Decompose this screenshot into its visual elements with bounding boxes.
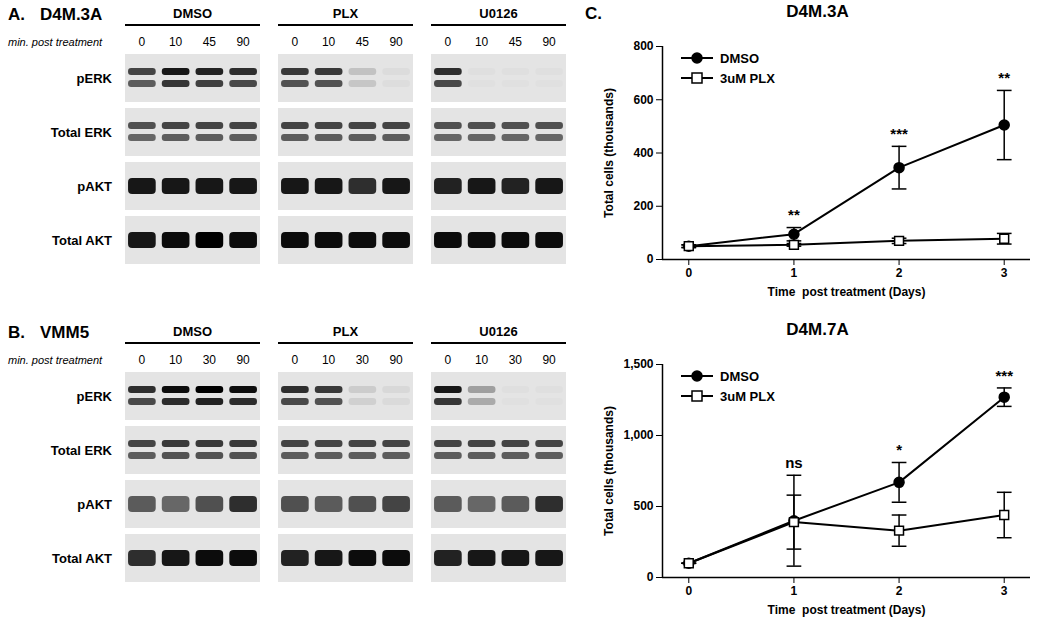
svg-text:0: 0 bbox=[292, 353, 299, 367]
svg-text:90: 90 bbox=[236, 35, 250, 49]
html-text:3uM PLX: 3uM PLX bbox=[720, 388, 775, 404]
svg-text:0: 0 bbox=[685, 266, 692, 280]
svg-text:Total ERK: Total ERK bbox=[51, 443, 113, 458]
svg-text:1: 1 bbox=[791, 584, 798, 598]
svg-text:30: 30 bbox=[509, 353, 523, 367]
svg-text:D4M.3A: D4M.3A bbox=[40, 5, 102, 24]
svg-text:90: 90 bbox=[389, 35, 403, 49]
svg-text:**: ** bbox=[788, 206, 800, 223]
svg-text:90: 90 bbox=[542, 353, 556, 367]
svg-text:0: 0 bbox=[647, 252, 654, 266]
html-text:D4M.3A: D4M.3A bbox=[786, 2, 849, 21]
svg-text:pAKT: pAKT bbox=[77, 179, 112, 194]
svg-text:3: 3 bbox=[1001, 584, 1008, 598]
svg-text:Total cells (thousands): Total cells (thousands) bbox=[602, 406, 616, 536]
html-text:D4M.7A: D4M.7A bbox=[786, 320, 849, 339]
svg-text:45: 45 bbox=[356, 35, 370, 49]
svg-text:90: 90 bbox=[236, 353, 250, 367]
svg-text:VMM5: VMM5 bbox=[40, 323, 89, 342]
svg-text:U0126: U0126 bbox=[479, 6, 517, 21]
svg-text:0: 0 bbox=[139, 353, 146, 367]
svg-text:Total ERK: Total ERK bbox=[51, 125, 113, 140]
svg-text:**: ** bbox=[998, 69, 1010, 86]
svg-text:200: 200 bbox=[633, 199, 653, 213]
svg-text:Total cells (thousands): Total cells (thousands) bbox=[602, 88, 616, 218]
svg-text:A.: A. bbox=[8, 5, 25, 24]
svg-text:pERK: pERK bbox=[77, 389, 113, 404]
svg-text:pAKT: pAKT bbox=[77, 497, 112, 512]
svg-text:PLX: PLX bbox=[333, 324, 359, 339]
svg-text:0: 0 bbox=[445, 353, 452, 367]
svg-text:***: *** bbox=[995, 367, 1013, 384]
svg-text:Time post treatment (Days): Time post treatment (Days) bbox=[768, 603, 926, 617]
html-text:DMSO: DMSO bbox=[720, 50, 759, 66]
svg-text:1: 1 bbox=[791, 266, 798, 280]
svg-text:***: *** bbox=[890, 125, 908, 142]
svg-text:B.: B. bbox=[8, 323, 25, 342]
svg-text:0: 0 bbox=[685, 584, 692, 598]
svg-text:0: 0 bbox=[292, 35, 299, 49]
svg-text:PLX: PLX bbox=[333, 6, 359, 21]
svg-text:10: 10 bbox=[169, 35, 183, 49]
svg-text:U0126: U0126 bbox=[479, 324, 517, 339]
svg-text:10: 10 bbox=[322, 35, 336, 49]
svg-text:500: 500 bbox=[633, 499, 653, 513]
svg-text:400: 400 bbox=[633, 146, 653, 160]
svg-text:10: 10 bbox=[475, 353, 489, 367]
svg-text:3: 3 bbox=[1001, 266, 1008, 280]
svg-text:pERK: pERK bbox=[77, 71, 113, 86]
svg-text:30: 30 bbox=[203, 353, 217, 367]
svg-text:DMSO: DMSO bbox=[173, 6, 212, 21]
svg-text:90: 90 bbox=[389, 353, 403, 367]
svg-text:0: 0 bbox=[647, 570, 654, 584]
svg-text:0: 0 bbox=[139, 35, 146, 49]
svg-text:600: 600 bbox=[633, 93, 653, 107]
html-text:DMSO: DMSO bbox=[720, 368, 759, 384]
svg-text:800: 800 bbox=[633, 39, 653, 53]
svg-text:45: 45 bbox=[509, 35, 523, 49]
svg-text:Total AKT: Total AKT bbox=[52, 551, 112, 566]
html-text:3uM PLX: 3uM PLX bbox=[720, 70, 775, 86]
svg-text:10: 10 bbox=[475, 35, 489, 49]
html-text:C.: C. bbox=[585, 4, 602, 23]
svg-text:min. post treatment: min. post treatment bbox=[8, 354, 103, 366]
svg-text:Total AKT: Total AKT bbox=[52, 233, 112, 248]
svg-text:2: 2 bbox=[896, 584, 903, 598]
svg-text:ns: ns bbox=[785, 454, 803, 471]
svg-text:DMSO: DMSO bbox=[173, 324, 212, 339]
svg-text:30: 30 bbox=[356, 353, 370, 367]
svg-text:min. post treatment: min. post treatment bbox=[8, 36, 103, 48]
svg-text:Time post treatment (Days): Time post treatment (Days) bbox=[768, 285, 926, 299]
svg-text:10: 10 bbox=[169, 353, 183, 367]
svg-text:2: 2 bbox=[896, 266, 903, 280]
svg-text:1,500: 1,500 bbox=[623, 357, 653, 371]
svg-text:90: 90 bbox=[542, 35, 556, 49]
svg-text:0: 0 bbox=[445, 35, 452, 49]
svg-text:1,000: 1,000 bbox=[623, 428, 653, 442]
svg-text:*: * bbox=[896, 441, 902, 458]
svg-text:45: 45 bbox=[203, 35, 217, 49]
svg-text:10: 10 bbox=[322, 353, 336, 367]
